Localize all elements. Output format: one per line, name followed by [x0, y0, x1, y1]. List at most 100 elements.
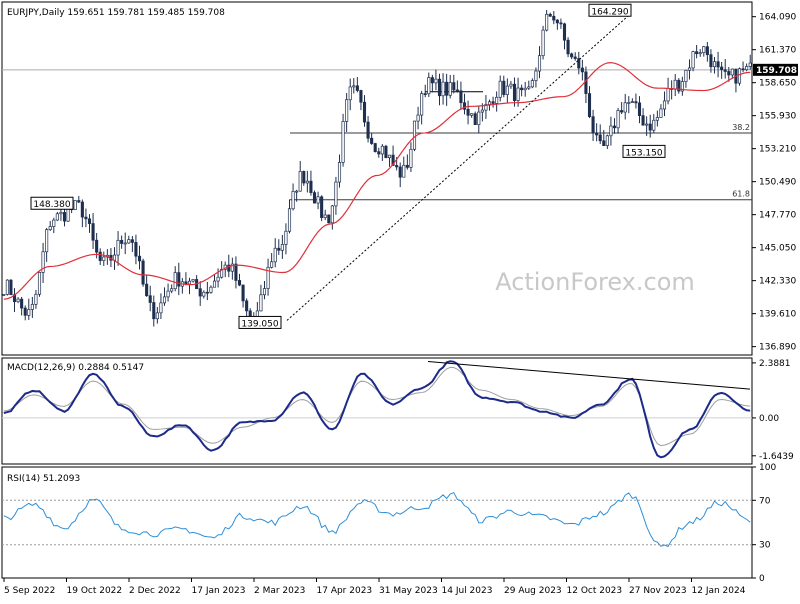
- price-panel-title: EURJPY,Daily 159.651 159.781 159.485 159…: [7, 8, 225, 18]
- candle-body: [30, 303, 34, 310]
- candle-body: [327, 214, 331, 224]
- candle-body: [134, 242, 138, 257]
- candle-body: [91, 223, 95, 241]
- candle-body: [234, 263, 238, 281]
- candle-body: [137, 255, 142, 262]
- candle-body: [80, 201, 84, 218]
- candle-body: [730, 68, 734, 76]
- candle-body: [316, 196, 320, 204]
- candle-body: [420, 93, 424, 116]
- rsi-panel-title: RSI(14) 51.2093: [7, 474, 80, 484]
- candle-body: [552, 15, 556, 21]
- candle-body: [59, 212, 63, 215]
- candle-body: [273, 247, 277, 263]
- candle-body: [84, 216, 88, 220]
- candle-body: [605, 135, 609, 146]
- candle-body: [259, 294, 263, 312]
- candle-body: [662, 100, 667, 110]
- candle-body: [684, 69, 688, 82]
- x-tick-label: 31 May 2023: [379, 586, 438, 596]
- y-tick-label: -1.6439: [759, 452, 794, 462]
- candle-body: [427, 77, 431, 95]
- price-annotation: 139.050: [238, 315, 282, 329]
- candle-body: [98, 251, 102, 261]
- candle-body: [170, 288, 174, 292]
- candle-body: [284, 230, 288, 245]
- candle-body: [398, 166, 402, 178]
- macd-line: [3, 360, 751, 459]
- candle-body: [737, 68, 742, 84]
- candle-body: [212, 280, 217, 288]
- panel-frames: [1, 1, 753, 579]
- candle-body: [652, 119, 656, 131]
- candle-body: [562, 23, 567, 41]
- candle-body: [430, 77, 434, 84]
- rsi-line: [3, 491, 751, 548]
- candle-body: [673, 79, 677, 90]
- candle-body: [448, 82, 452, 96]
- x-tick-label: 12 Oct 2023: [567, 586, 623, 596]
- candle-body: [409, 148, 413, 168]
- candle-body: [20, 298, 24, 309]
- candle-body: [159, 302, 163, 314]
- candle-body: [627, 102, 631, 104]
- x-tick-label: 17 Apr 2023: [317, 586, 373, 596]
- candle-body: [745, 66, 749, 71]
- candle-body: [512, 83, 517, 101]
- y-tick-label: 158.650: [759, 79, 796, 89]
- candle-body: [177, 272, 181, 287]
- candle-body: [545, 13, 549, 31]
- candle-body: [477, 111, 481, 126]
- candle-body: [270, 261, 274, 268]
- candle-body: [130, 239, 134, 243]
- candle-body: [359, 90, 363, 103]
- annotation-box: [30, 196, 74, 210]
- candle-body: [641, 115, 645, 126]
- y-tick-label: 150.490: [759, 178, 796, 188]
- candle-body: [462, 102, 467, 110]
- candle-body: [370, 137, 374, 144]
- candle-body: [341, 121, 345, 163]
- x-tick-label: 14 Jul 2023: [442, 586, 493, 596]
- candle-body: [573, 56, 577, 59]
- candle-body: [537, 55, 542, 72]
- candle-body: [666, 88, 670, 102]
- y-tick-label: 155.930: [759, 112, 796, 122]
- macd-panel-title: MACD(12,26,9) 0.2884 0.5147: [7, 363, 144, 373]
- candle-body: [623, 102, 627, 113]
- moving-average: [3, 13, 751, 321]
- candle-body: [659, 108, 663, 118]
- candle-body: [116, 239, 120, 256]
- candle-body: [198, 288, 202, 297]
- candle-body: [48, 226, 52, 230]
- candle-body: [637, 102, 642, 116]
- candle-body: [487, 101, 492, 105]
- candle-body: [470, 113, 474, 116]
- y-tick-label: 70: [759, 496, 771, 506]
- fib-level-label: 38.2: [732, 123, 750, 132]
- candle-body: [473, 113, 477, 126]
- candle-body: [298, 171, 302, 192]
- candle-body: [687, 67, 692, 71]
- candle-body: [523, 87, 527, 91]
- candle-body: [698, 52, 702, 55]
- last-price-label: 159.708: [756, 66, 797, 76]
- candle-body: [45, 229, 49, 253]
- candle-body: [55, 213, 59, 221]
- y-tick-label: 0: [759, 574, 765, 584]
- candle-body: [241, 284, 245, 302]
- candle-body: [302, 171, 306, 184]
- candle-body: [205, 291, 209, 294]
- candle-body: [330, 205, 334, 224]
- candle-body: [366, 121, 370, 139]
- candle-body: [559, 22, 563, 25]
- candle-body: [87, 218, 92, 224]
- candle-body: [348, 86, 352, 101]
- candle-body: [362, 101, 367, 123]
- candle-body: [123, 242, 127, 245]
- candle-body: [630, 101, 634, 103]
- candle-body: [9, 279, 13, 296]
- ma-line: [3, 62, 751, 300]
- annotation-label: 148.380: [33, 200, 70, 210]
- candle-body: [352, 85, 356, 88]
